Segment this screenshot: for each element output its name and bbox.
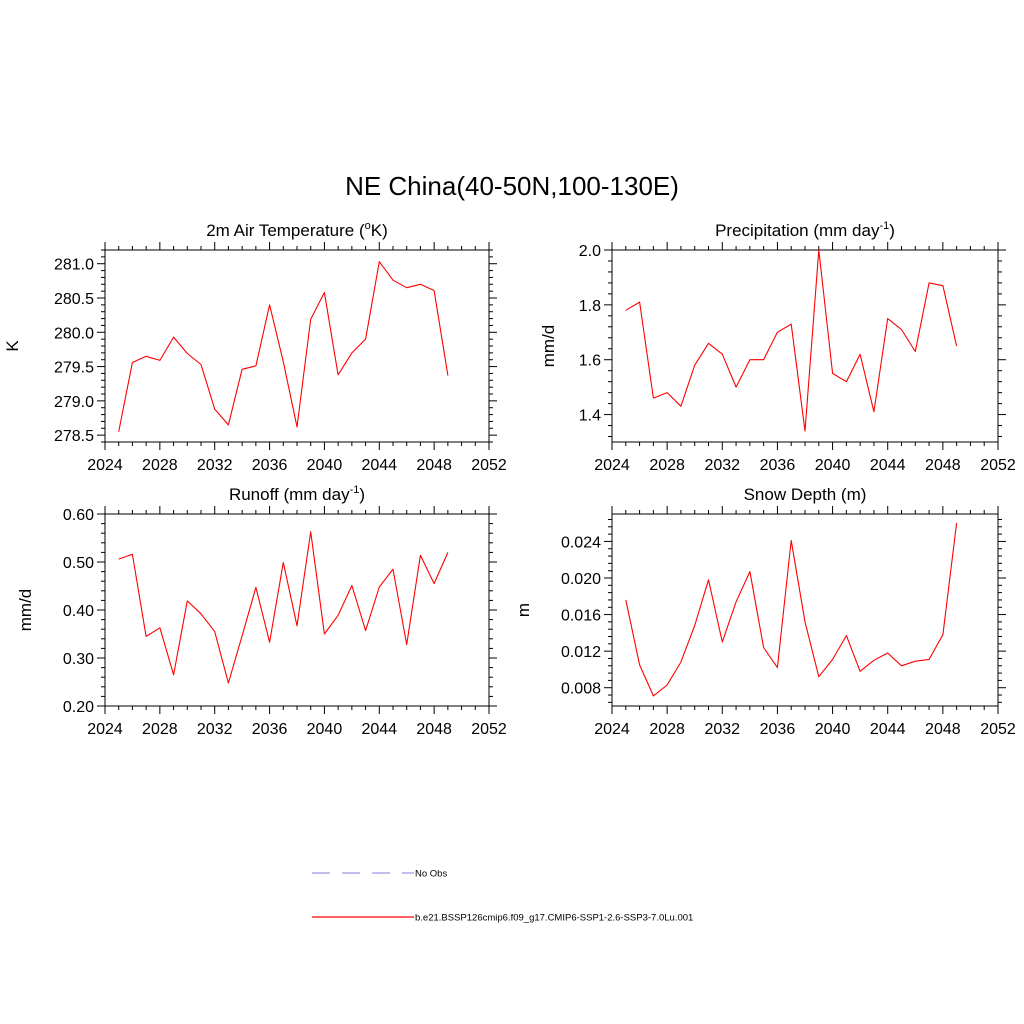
series-line-0 [118, 531, 449, 684]
x-tick-label: 2032 [197, 457, 233, 474]
x-tick-label: 2036 [252, 721, 288, 738]
panel-snowdepth: 2024 2028 2032 2036 2040 2044 2048 2052 0.008 0.0… [514, 485, 1016, 738]
y-tick-label: 280.5 [54, 291, 94, 308]
x-tick-label: 2028 [649, 457, 685, 474]
x-tick-label: 2048 [416, 721, 452, 738]
y-tick-label: 279.5 [54, 360, 94, 377]
y-tick-label: 0.60 [63, 507, 94, 524]
panel-title-main: Snow Depth (m) [744, 485, 867, 504]
x-tick-label: 2024 [594, 721, 630, 738]
x-tick-label: 2040 [815, 721, 851, 738]
x-tick-label: 2032 [197, 721, 233, 738]
y-axis-label: m [514, 603, 533, 617]
panel-title: 2m Air Temperature (oK) [206, 220, 388, 240]
y-tick-label: 0.020 [561, 571, 601, 588]
y-tick-label: 0.012 [561, 644, 601, 661]
plot-frame [611, 513, 999, 707]
series-line-0 [118, 261, 449, 432]
panels: 2024 2028 2032 2036 2040 2044 2048 2052 278.5 279… [3, 220, 1016, 738]
panel-title-main: Precipitation (mm day [715, 221, 880, 240]
y-tick-label: 0.008 [561, 681, 601, 698]
series-line-0 [625, 523, 958, 697]
x-tick-label: 2052 [471, 457, 507, 474]
y-tick-label: 0.024 [561, 534, 601, 551]
x-tick-label: 2040 [307, 457, 343, 474]
panel-pr: 2024 2028 2032 2036 2040 2044 2048 2052 1.4 1.6 1.… [539, 220, 1016, 474]
y-tick-label: 0.20 [63, 699, 94, 716]
panel-title-suffix: K) [371, 221, 388, 240]
x-tick-label: 2028 [142, 721, 178, 738]
y-tick-label: 1.4 [579, 408, 601, 425]
x-tick-label: 2044 [870, 721, 906, 738]
panel-title-suffix: ) [889, 221, 895, 240]
x-tick-label: 2036 [760, 457, 796, 474]
x-tick-label: 2052 [980, 457, 1016, 474]
x-tick-label: 2052 [471, 721, 507, 738]
plot-frame [104, 249, 490, 443]
x-tick-label: 2044 [361, 721, 397, 738]
panel-title: Runoff (mm day-1) [229, 484, 365, 504]
x-tick-label: 2048 [925, 457, 961, 474]
y-tick-label: 278.5 [54, 428, 94, 445]
x-tick-label: 2040 [815, 457, 851, 474]
y-tick-label: 2.0 [579, 243, 601, 260]
legend: No Obs b.e21.BSSP126cmip6.f09_g17.CMIP6-… [312, 869, 693, 924]
plot-frame [104, 513, 490, 707]
y-axis-label: mm/d [539, 325, 558, 368]
figure-title: NE China(40-50N,100-130E) [345, 171, 679, 201]
y-tick-label: 1.6 [579, 353, 601, 370]
panel-runoff: 2024 2028 2032 2036 2040 2044 2048 2052 0.20 0.30… [16, 484, 507, 738]
y-tick-label: 281.0 [54, 257, 94, 274]
panel-tas: 2024 2028 2032 2036 2040 2044 2048 2052 278.5 279… [3, 220, 507, 474]
y-tick-label: 0.30 [63, 651, 94, 668]
panel-title: Snow Depth (m) [744, 485, 867, 504]
x-tick-label: 2036 [760, 721, 796, 738]
y-tick-label: 279.0 [54, 394, 94, 411]
y-tick-label: 280.0 [54, 325, 94, 342]
x-tick-label: 2028 [142, 457, 178, 474]
y-tick-label: 0.50 [63, 555, 94, 572]
y-axis-label: mm/d [16, 589, 35, 632]
x-tick-label: 2052 [980, 721, 1016, 738]
panel-title: Precipitation (mm day-1) [715, 220, 895, 240]
x-tick-label: 2024 [87, 457, 123, 474]
x-tick-label: 2028 [649, 721, 685, 738]
legend-label-no-obs: No Obs [415, 869, 447, 880]
y-tick-label: 0.016 [561, 608, 601, 625]
legend-label-model: b.e21.BSSP126cmip6.f09_g17.CMIP6-SSP1-2.… [415, 913, 693, 924]
x-tick-label: 2024 [594, 457, 630, 474]
x-tick-label: 2048 [925, 721, 961, 738]
panel-title-superscript: o [365, 220, 371, 232]
x-tick-label: 2024 [87, 721, 123, 738]
x-tick-label: 2044 [361, 457, 397, 474]
x-tick-label: 2036 [252, 457, 288, 474]
plot-frame [611, 249, 999, 443]
y-tick-label: 1.8 [579, 298, 601, 315]
panel-title-superscript: -1 [879, 220, 889, 232]
y-tick-label: 0.40 [63, 603, 94, 620]
panel-title-main: Runoff (mm day [229, 485, 350, 504]
panel-title-main: 2m Air Temperature ( [206, 221, 365, 240]
panel-title-suffix: ) [359, 485, 365, 504]
x-tick-label: 2044 [870, 457, 906, 474]
x-tick-label: 2040 [307, 721, 343, 738]
x-tick-label: 2032 [704, 457, 740, 474]
x-tick-label: 2048 [416, 457, 452, 474]
series-line-0 [625, 249, 958, 432]
panel-title-superscript: -1 [350, 484, 360, 496]
x-tick-label: 2032 [704, 721, 740, 738]
y-axis-label: K [3, 340, 22, 352]
